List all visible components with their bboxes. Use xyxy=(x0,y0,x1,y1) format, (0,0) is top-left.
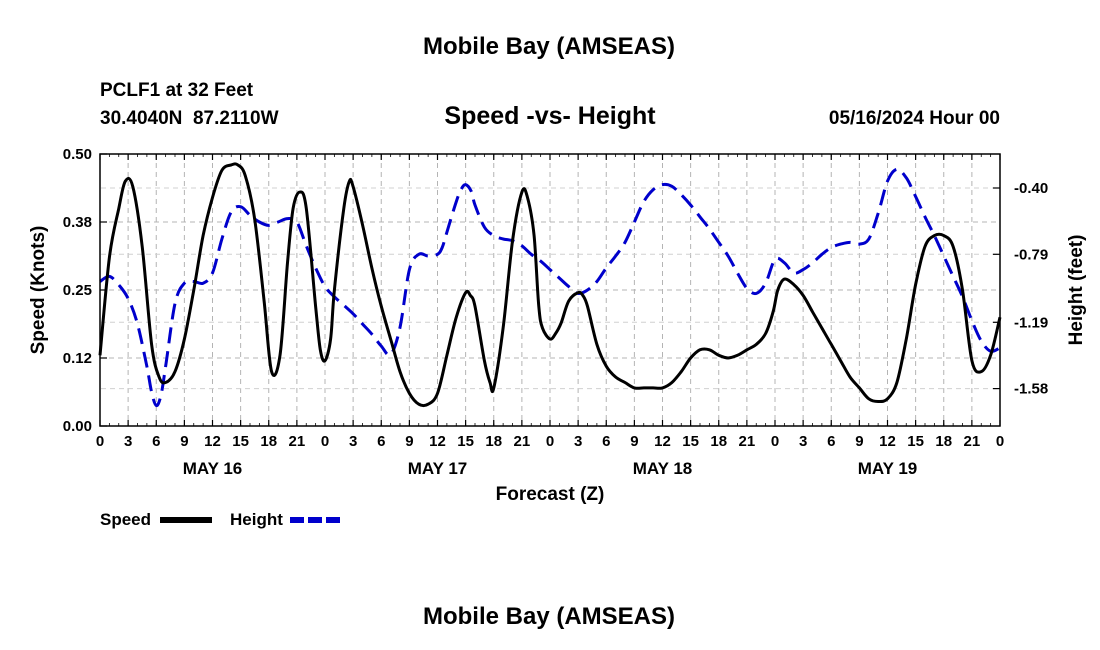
x-tick-label: 9 xyxy=(855,433,863,450)
x-tick-label: 0 xyxy=(96,433,104,450)
x-tick-label: 21 xyxy=(739,433,756,450)
y-right-tick-label: -0.79 xyxy=(1014,246,1048,263)
x-tick-label: 9 xyxy=(405,433,413,450)
x-tick-label: 15 xyxy=(232,433,249,450)
y-left-tick-label: 0.38 xyxy=(63,214,92,231)
x-tick-label: 0 xyxy=(771,433,779,450)
x-tick-label: 21 xyxy=(289,433,306,450)
x-tick-label: 18 xyxy=(485,433,502,450)
y-right-tick-label: -0.40 xyxy=(1014,180,1048,197)
x-tick-label: 12 xyxy=(879,433,896,450)
x-tick-label: 18 xyxy=(935,433,952,450)
x-tick-label: 3 xyxy=(574,433,582,450)
x-tick-label: 0 xyxy=(996,433,1004,450)
x-tick-label: 6 xyxy=(602,433,610,450)
x-tick-label: 3 xyxy=(124,433,132,450)
series-line-speed xyxy=(98,162,1002,408)
series-layer xyxy=(98,162,1002,408)
chart-title-top: Mobile Bay (AMSEAS) xyxy=(423,33,675,60)
x-tick-label: 15 xyxy=(907,433,924,450)
x-tick-label: 15 xyxy=(457,433,474,450)
x-tick-label: 3 xyxy=(349,433,357,450)
x-tick-label: 12 xyxy=(204,433,221,450)
y-left-tick-label: 0.25 xyxy=(63,282,92,299)
x-tick-label: 6 xyxy=(152,433,160,450)
station-label: PCLF1 at 32 Feet xyxy=(100,80,254,101)
x-axis-title: Forecast (Z) xyxy=(496,484,605,505)
y-axis-left: 0.00 0.12 0.25 0.38 0.50 xyxy=(63,146,107,435)
x-tick-label: 12 xyxy=(654,433,671,450)
chart-subtitle: Speed -vs- Height xyxy=(444,102,656,130)
grid-lines xyxy=(100,154,1000,426)
x-axis: 0 3 6 9 12 15 18 21 0 3 6 9 12 15 18 21 0 3 6 9 12 15 18 21 0 3 6 9… xyxy=(96,154,1004,478)
legend: Speed Height xyxy=(100,510,342,529)
y-left-tick-label: 0.12 xyxy=(63,350,92,367)
y-axis-right-title: Height (feet) xyxy=(1066,235,1087,346)
x-tick-label: 6 xyxy=(377,433,385,450)
x-tick-label: 21 xyxy=(514,433,531,450)
y-axis-right: -0.40 -0.79 -1.19 -1.58 xyxy=(993,180,1048,398)
day-label: MAY 19 xyxy=(858,459,918,478)
x-tick-label: 21 xyxy=(964,433,981,450)
x-tick-label: 3 xyxy=(799,433,807,450)
y-right-tick-label: -1.58 xyxy=(1014,381,1048,398)
y-left-tick-label: 0.00 xyxy=(63,418,92,435)
x-tick-label: 0 xyxy=(546,433,554,450)
y-left-tick-label: 0.50 xyxy=(63,146,92,163)
day-label: MAY 18 xyxy=(633,459,693,478)
y-right-tick-label: -1.19 xyxy=(1014,314,1048,331)
chart-title-bottom: Mobile Bay (AMSEAS) xyxy=(423,603,675,630)
x-tick-label: 15 xyxy=(682,433,699,450)
x-tick-label: 18 xyxy=(710,433,727,450)
x-tick-label: 9 xyxy=(630,433,638,450)
legend-label-height: Height xyxy=(230,510,283,529)
x-tick-label: 9 xyxy=(180,433,188,450)
series-line-height xyxy=(99,167,1001,408)
y-axis-left-title: Speed (Knots) xyxy=(28,226,49,355)
forecast-datetime: 05/16/2024 Hour 00 xyxy=(829,108,1000,129)
x-tick-label: 6 xyxy=(827,433,835,450)
legend-label-speed: Speed xyxy=(100,510,151,529)
x-tick-label: 0 xyxy=(321,433,329,450)
day-label: MAY 16 xyxy=(183,459,243,478)
coordinates-label: 30.4040N 87.2110W xyxy=(100,108,279,129)
day-label: MAY 17 xyxy=(408,459,468,478)
x-tick-label: 18 xyxy=(260,433,277,450)
x-tick-label: 12 xyxy=(429,433,446,450)
